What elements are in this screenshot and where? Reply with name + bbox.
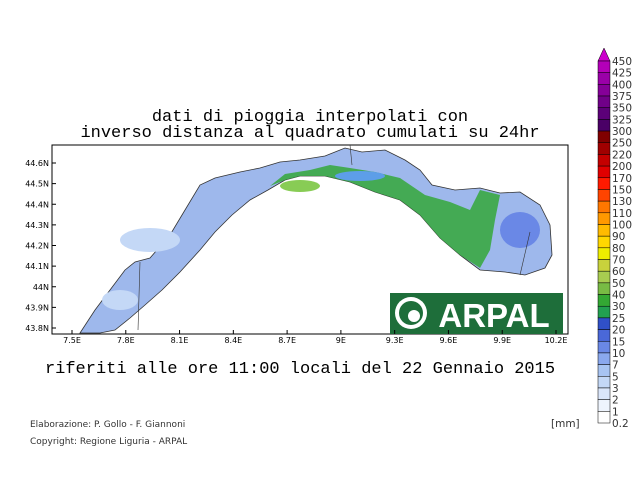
colorbar-swatch [597,329,611,342]
y-tick-label: 44.1N [25,262,49,271]
colorbar-swatch [597,270,611,284]
colorbar-label: 20 [612,325,625,337]
x-tick-label: 8.7E [278,336,296,345]
colorbar-label: 15 [612,336,625,348]
colorbar-label: 60 [612,266,625,278]
y-tick-label: 44.3N [25,221,49,230]
colorbar-label: 325 [612,114,632,126]
y-tick-label: 44.5N [25,180,49,189]
x-tick-label: 7.8E [117,336,135,345]
credit: Copyright: Regione Liguria - ARPAL [30,437,187,447]
title-line: inverso distanza al quadrato cumulati su… [80,124,539,143]
colorbar-label: 150 [612,184,632,196]
map: ARPAL [51,144,569,335]
colorbar-label: 90 [612,231,625,243]
colorbar-label: 50 [612,278,625,290]
subtitle: riferiti alle ore 11:00 locali del 22 Ge… [45,360,555,379]
colorbar-label: 1 [612,406,619,418]
colorbar-swatch [597,119,611,132]
unit-label: [mm] [551,418,580,430]
y-tick-label: 43.8N [25,324,49,333]
colorbar-label: 400 [612,79,632,91]
colorbar-label: 350 [612,103,632,115]
colorbar-swatch [597,95,611,108]
y-tick-label: 44.4N [25,200,49,209]
colorbar-swatch [597,247,611,260]
colorbar-swatch [597,317,611,330]
x-tick-label: 8.1E [171,336,189,345]
colorbar-swatch [597,399,611,412]
colorbar-swatch [597,189,611,202]
colorbar-label: 450 [612,56,632,68]
x-tick-label: 10.2E [545,336,568,345]
colorbar-swatch [597,411,611,424]
colorbar-label: 30 [612,301,625,313]
colorbar-swatch [597,341,611,354]
y-tick-label: 44.2N [25,242,49,251]
colorbar-swatch [597,200,611,214]
logo: ARPAL [438,297,549,334]
colorbar-label: 25 [612,313,625,325]
colorbar-swatch [597,387,611,400]
colorbar-label: 200 [612,161,632,173]
colorbar-swatch [597,72,611,85]
x-tick-label: 9.3E [386,336,404,345]
colorbar-arrow [597,47,611,62]
colorbar-label: 10 [612,348,625,360]
colorbar-swatch [597,352,611,365]
colorbar-label: 250 [612,138,632,150]
colorbar-swatch [597,294,611,307]
y-tick-label: 44N [33,283,49,292]
y-tick-label: 44.6N [25,159,49,168]
x-tick-label: 9.9E [493,336,511,345]
colorbar-swatch [597,154,611,167]
colorbar-label: 110 [612,208,632,220]
x-tick-label: 9.6E [440,336,458,345]
colorbar-swatch [597,165,611,179]
colorbar-label: 130 [612,196,632,208]
colorbar-swatch [597,282,611,295]
y-tick-label: 43.9N [25,303,49,312]
colorbar-label: 220 [612,149,632,161]
colorbar-label: 40 [612,290,625,302]
colorbar-swatch [597,364,611,377]
colorbar-swatch [597,376,611,389]
colorbar-label: 3 [612,383,619,395]
colorbar-swatch [597,305,611,319]
colorbar-label: 425 [612,68,632,80]
colorbar-swatch [597,177,611,190]
colorbar-label: 5 [612,371,619,383]
title-line: dati di pioggia interpolati con [152,108,468,127]
colorbar-swatch [597,259,611,272]
colorbar-label: 100 [612,219,632,231]
colorbar-swatch [597,224,611,237]
colorbar-swatch [597,142,611,155]
colorbar-label: 300 [612,126,632,138]
colorbar-label: 0.2 [612,418,629,430]
x-tick-label: 8.4E [224,336,242,345]
x-tick-label: 9E [336,336,346,345]
colorbar-swatch [597,60,611,73]
colorbar-swatch [597,84,611,97]
colorbar-swatch [597,107,611,120]
colorbar-swatch [597,212,611,225]
colorbar-swatch [597,130,611,143]
credit: Elaborazione: P. Gollo - F. Giannoni [30,420,185,430]
colorbar-label: 80 [612,243,625,255]
colorbar-label: 375 [612,91,632,103]
colorbar-swatch [597,235,611,249]
colorbar-label: 7 [612,360,619,372]
colorbar-label: 170 [612,173,632,185]
colorbar-label: 70 [612,255,625,267]
x-tick-label: 7.5E [63,336,81,345]
colorbar-label: 2 [612,395,619,407]
